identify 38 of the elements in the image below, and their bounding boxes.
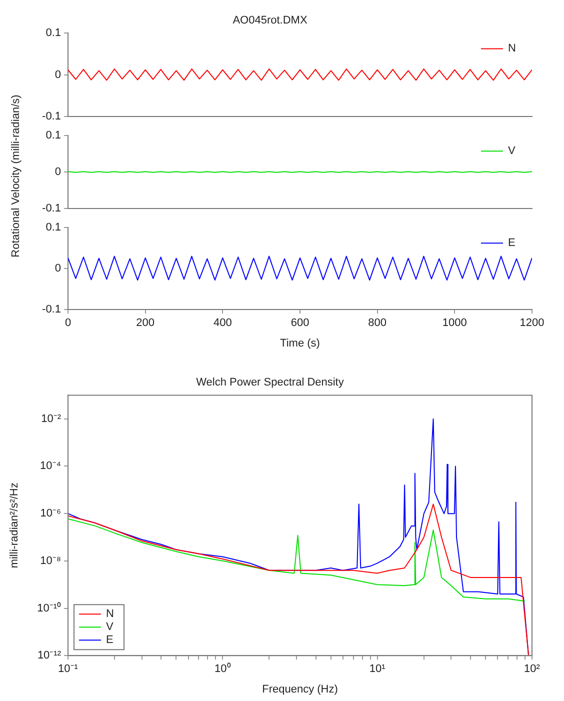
y-tick-label: 0 [54,166,61,178]
y-tick-label: -0.1 [42,304,61,316]
chart-title: AO045rot.DMX [232,14,308,27]
x-axis-title: Frequency (Hz) [262,683,338,696]
y-tick-label: 10⁻¹⁰ [37,601,61,614]
y-tick-label: 10⁻⁶ [40,508,61,520]
x-tick-label: 800 [368,317,387,330]
x-tick-label: 0 [64,317,72,330]
x-tick-label: 600 [290,317,310,330]
x-tick-label: 1000 [442,317,467,330]
x-tick-label: 10¹ [369,663,386,676]
legend-label: V [508,145,516,158]
x-tick-label: 1200 [520,317,544,330]
legend-label: E [106,634,114,646]
y-tick-label: 0 [54,68,61,81]
x-tick-label: 400 [213,317,232,330]
y-axis-title: Rotational Velocity (milli-radian/s) [9,94,23,260]
chart-title: Welch Power Spectral Density [196,376,344,389]
y-tick-label: -0.1 [42,110,61,122]
x-tick-label: 200 [136,317,155,330]
y-tick-label: 0.1 [46,130,61,142]
x-tick-label: 10⁻¹ [58,663,78,676]
x-tick-label: 10² [524,663,540,676]
y-tick-label: 10⁻¹² [37,650,62,662]
y-tick-label: -0.1 [42,202,61,214]
y-tick-label: 0.1 [46,222,61,234]
y-tick-label: 10⁻² [41,412,62,425]
x-tick-label: 10⁰ [214,662,231,676]
legend-label: V [106,621,114,634]
x-axis-title: Time (s) [280,337,320,350]
y-tick-label: 10⁻⁴ [40,460,62,472]
legend-label: E [508,237,516,250]
y-tick-label: 10⁻⁸ [40,554,61,567]
y-tick-label: 0 [54,262,61,275]
y-tick-label: 0.1 [46,27,61,40]
legend-label: N [508,42,516,55]
y-axis-title: milli-radian²/s²/Hz [8,482,21,568]
legend-label: N [106,608,114,620]
